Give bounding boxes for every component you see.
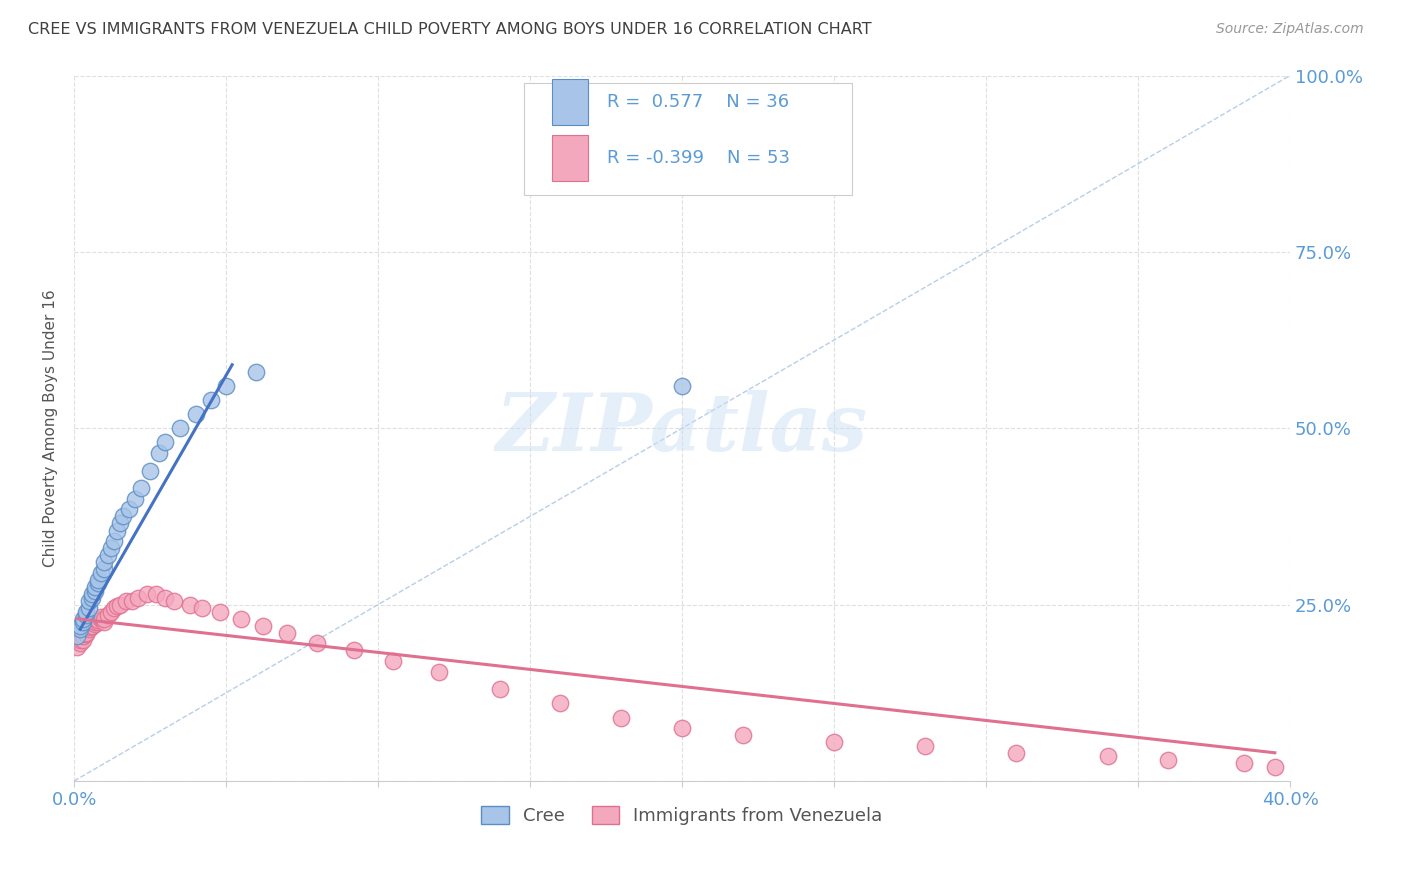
Point (72, 612, 94, 626)
Point (75, 605, 97, 619)
Point (93, 615, 115, 630)
Point (1264, 760, 1286, 774)
Point (66, 640, 89, 654)
Point (105, 524, 128, 538)
Point (215, 379, 238, 393)
Point (155, 435, 177, 450)
Point (118, 502, 141, 516)
Point (72, 629, 94, 643)
Point (82, 619, 104, 633)
Point (124, 491, 146, 506)
Point (84, 615, 107, 630)
Point (69, 636, 91, 650)
Point (1157, 753, 1180, 767)
Point (208, 605, 231, 619)
Point (914, 739, 936, 753)
Point (103, 534, 125, 549)
Point (136, 587, 159, 601)
Text: R = -0.399    N = 53: R = -0.399 N = 53 (606, 150, 790, 168)
Point (103, 601, 125, 615)
Point (96, 548, 118, 562)
Point (155, 591, 177, 605)
Point (87, 615, 110, 630)
Point (1097, 749, 1119, 764)
Point (129, 481, 152, 495)
Point (82, 591, 104, 605)
Point (93, 555, 115, 569)
Point (108, 598, 131, 612)
Point (191, 601, 214, 615)
Point (148, 446, 170, 460)
Point (84, 583, 107, 598)
Point (100, 605, 122, 619)
Point (671, 721, 693, 735)
Point (231, 612, 253, 626)
Point (72, 615, 94, 630)
Point (105, 599, 128, 613)
Point (427, 665, 450, 679)
Point (307, 636, 329, 650)
Point (93, 562, 115, 576)
Point (1005, 746, 1028, 760)
Point (114, 594, 136, 608)
Point (84, 617, 107, 632)
Point (69, 623, 91, 637)
Point (90, 612, 112, 626)
Point (96, 608, 118, 623)
Text: R =  0.577    N = 36: R = 0.577 N = 36 (606, 93, 789, 111)
Point (79, 623, 101, 637)
FancyBboxPatch shape (524, 83, 852, 195)
Point (121, 594, 143, 608)
Point (69, 619, 91, 633)
Point (69, 632, 91, 647)
Point (75, 627, 97, 641)
Point (90, 610, 112, 624)
Point (111, 509, 134, 524)
Point (127, 591, 149, 605)
Point (84, 580, 107, 594)
Point (550, 697, 572, 711)
FancyBboxPatch shape (553, 79, 589, 125)
Point (488, 682, 510, 697)
Point (731, 728, 754, 742)
Text: ZIPatlas: ZIPatlas (496, 390, 868, 467)
Point (72, 632, 94, 647)
Point (82, 619, 104, 633)
Point (79, 620, 101, 634)
Point (79, 594, 101, 608)
Point (276, 625, 298, 640)
Y-axis label: Child Poverty Among Boys Under 16: Child Poverty Among Boys Under 16 (44, 289, 58, 567)
Point (87, 576, 110, 591)
Point (79, 601, 101, 615)
Point (343, 643, 366, 657)
Text: CREE VS IMMIGRANTS FROM VENEZUELA CHILD POVERTY AMONG BOYS UNDER 16 CORRELATION : CREE VS IMMIGRANTS FROM VENEZUELA CHILD … (28, 22, 872, 37)
Point (184, 407, 207, 421)
Point (169, 421, 191, 435)
Point (163, 594, 186, 608)
Point (252, 619, 274, 633)
Point (100, 541, 122, 556)
Point (1233, 756, 1256, 771)
Point (87, 573, 110, 587)
Point (145, 587, 167, 601)
Point (87, 613, 110, 627)
Point (671, 379, 693, 393)
Point (90, 566, 112, 580)
Point (200, 392, 222, 407)
Point (82, 587, 104, 601)
Point (75, 625, 97, 640)
Legend: Cree, Immigrants from Venezuela: Cree, Immigrants from Venezuela (481, 805, 883, 825)
Point (382, 654, 405, 668)
Text: Source: ZipAtlas.com: Source: ZipAtlas.com (1216, 22, 1364, 37)
Point (179, 598, 201, 612)
Point (93, 612, 115, 626)
Point (139, 464, 162, 478)
Point (610, 710, 633, 724)
Point (245, 365, 267, 379)
FancyBboxPatch shape (553, 136, 589, 181)
Point (823, 735, 845, 749)
Point (66, 629, 89, 643)
Point (108, 516, 131, 531)
Point (75, 608, 97, 623)
